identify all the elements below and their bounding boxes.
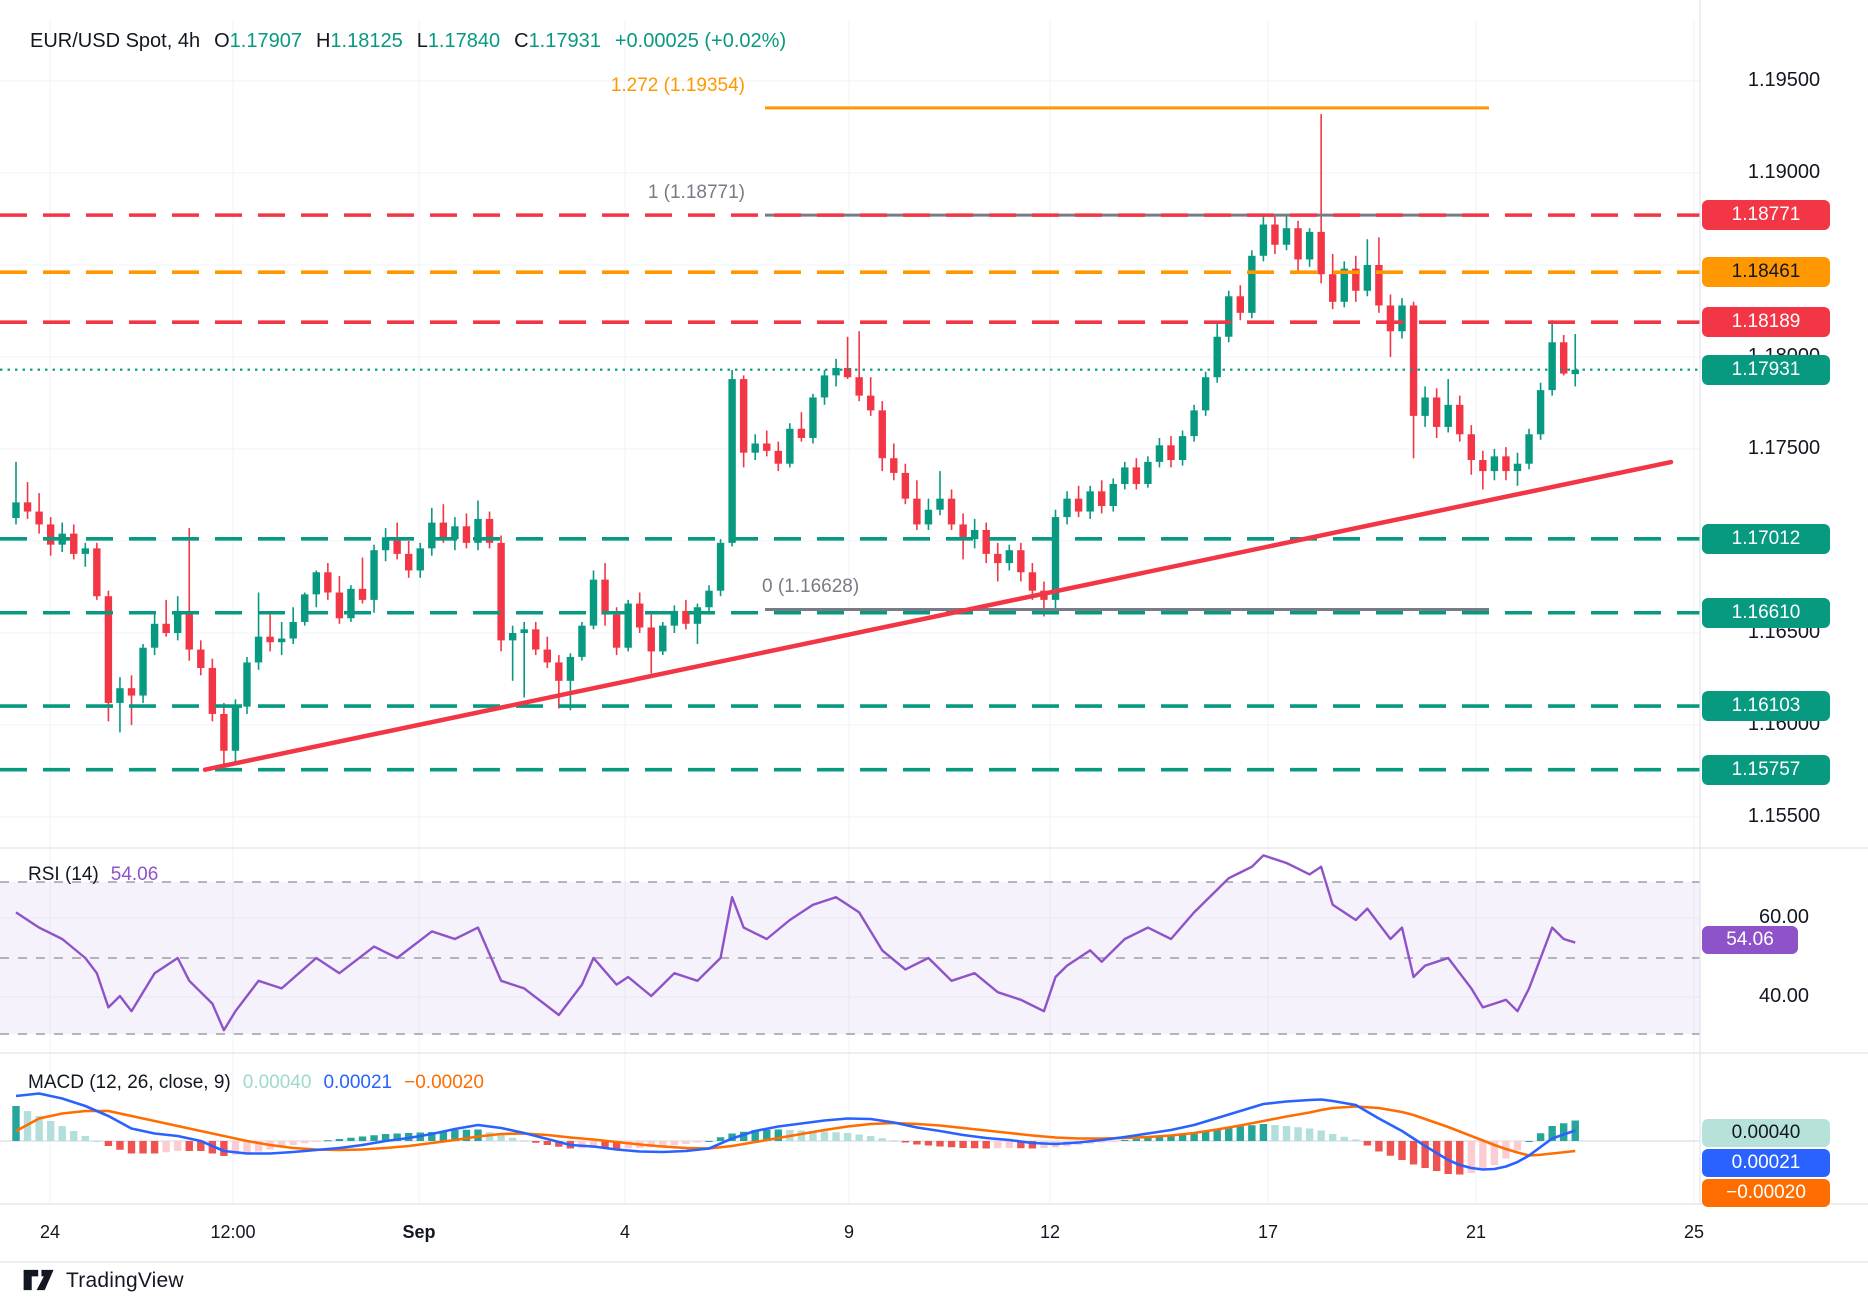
macd-signal-line <box>15 1105 1576 1157</box>
symbol-title: EUR/USD Spot, 4h <box>30 30 201 52</box>
fib-level-1-label: 1 (1.18771) <box>647 182 745 204</box>
fib-retracement-lines[interactable] <box>765 106 1489 611</box>
time-axis-label: 9 <box>843 1222 855 1242</box>
macd-value-badge: 0.00040 <box>1702 1119 1830 1147</box>
time-axis-label: 12 <box>1039 1222 1061 1242</box>
tradingview-logo[interactable]: TradingView <box>22 1266 184 1296</box>
ascending-trendline[interactable] <box>202 459 1674 772</box>
price-level-badge: 1.15757 <box>1702 755 1830 785</box>
price-level-badge: 1.16610 <box>1702 598 1830 628</box>
rsi-value-badge: 54.06 <box>1702 926 1798 954</box>
candlestick-series[interactable] <box>12 114 1579 768</box>
rsi-line <box>15 854 1576 1032</box>
rsi-axis-tick: 60.00 <box>1758 906 1810 928</box>
price-axis-tick: 1.17500 <box>1747 437 1821 459</box>
time-axis-label: Sep <box>402 1222 436 1242</box>
rsi-title: RSI (14) <box>28 864 99 885</box>
tradingview-logo-icon <box>23 1269 54 1291</box>
price-level-badge: 1.17012 <box>1702 524 1830 554</box>
close-value: C1.17931 <box>514 30 601 52</box>
tradingview-logo-text: TradingView <box>66 1269 184 1292</box>
macd-pane[interactable] <box>12 1092 1579 1175</box>
macd-value-badge: 0.00021 <box>1702 1149 1830 1177</box>
time-axis-label: 17 <box>1257 1222 1279 1242</box>
macd-hist-value: 0.00040 <box>242 1072 312 1093</box>
fib-extension-label: 1.272 (1.19354) <box>610 74 745 96</box>
time-axis-label: 21 <box>1465 1222 1487 1242</box>
macd-signal-value: −0.00020 <box>404 1072 484 1093</box>
ohlc-header: EUR/USD Spot, 4h O1.17907 H1.18125 L1.17… <box>30 30 786 53</box>
price-axis-tick: 1.15500 <box>1747 805 1821 827</box>
macd-line <box>15 1092 1576 1171</box>
price-level-badge: 1.16103 <box>1702 691 1830 721</box>
price-axis-tick: 1.19500 <box>1747 69 1821 91</box>
high-value: H1.18125 <box>315 30 403 52</box>
change-value: +0.00025 (+0.02%) <box>614 30 787 52</box>
price-level-badge: 1.18461 <box>1702 257 1830 287</box>
price-level-badge: 1.18771 <box>1702 200 1830 230</box>
rsi-indicator-label: RSI (14) 54.06 <box>28 864 158 886</box>
rsi-axis-tick: 40.00 <box>1758 985 1810 1007</box>
open-value: O1.17907 <box>214 30 302 52</box>
time-axis-label: 12:00 <box>210 1222 256 1242</box>
macd-line-value: 0.00021 <box>323 1072 393 1093</box>
price-axis-tick: 1.19000 <box>1747 161 1821 183</box>
rsi-pane[interactable] <box>0 854 1700 1035</box>
price-level-badge: 1.18189 <box>1702 307 1830 337</box>
macd-indicator-label: MACD (12, 26, close, 9) 0.00040 0.00021 … <box>28 1072 484 1094</box>
rsi-value: 54.06 <box>110 864 159 885</box>
price-level-badge: 1.17931 <box>1702 355 1830 385</box>
macd-value-badge: −0.00020 <box>1702 1179 1830 1207</box>
time-axis-label: 24 <box>39 1222 61 1242</box>
macd-title: MACD (12, 26, close, 9) <box>28 1072 231 1093</box>
fib-level-0-label: 0 (1.16628) <box>762 576 860 598</box>
low-value: L1.17840 <box>416 30 501 52</box>
time-axis-label: 25 <box>1683 1222 1705 1242</box>
time-axis-label: 4 <box>619 1222 631 1242</box>
price-level-lines[interactable] <box>0 213 1700 772</box>
